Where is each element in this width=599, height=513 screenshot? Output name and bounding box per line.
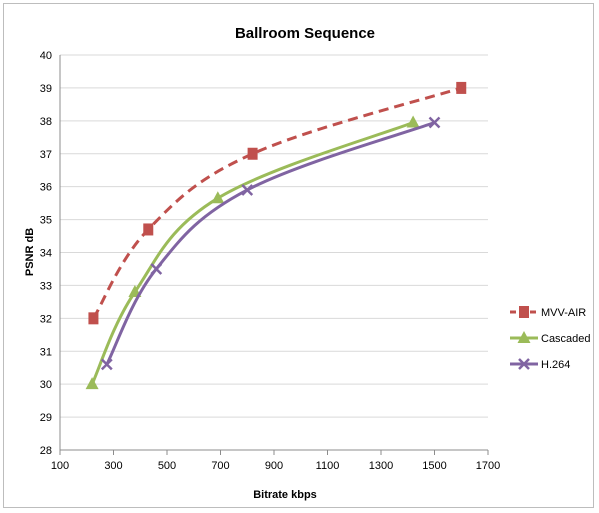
legend-item-cascaded: Cascaded (510, 331, 591, 345)
x-tick-label: 500 (158, 460, 176, 472)
data-point-h-264 (241, 184, 254, 196)
chart-frame (3, 3, 594, 508)
marker-stroke (241, 184, 254, 196)
legend-label: MVV-AIR (541, 307, 586, 319)
gridlines (60, 54, 488, 418)
y-tick-label: 40 (40, 50, 52, 62)
series-group (85, 81, 467, 390)
x-tick-label: 1500 (422, 460, 446, 472)
x-tick-label: 1300 (369, 460, 393, 472)
tick-labels: 28 29 30 31 32 33 34 35 36 37 38 39 40 100 300 500 700 90… (40, 50, 500, 472)
legend-marker (518, 358, 530, 370)
x-tick-label: 1700 (476, 460, 500, 472)
data-point-cascaded (406, 115, 420, 128)
x-tick-label: 700 (211, 460, 229, 472)
y-tick-label: 35 (40, 215, 52, 227)
data-point-h-264 (100, 358, 113, 371)
legend-marker (517, 331, 531, 343)
y-tick-label: 33 (40, 280, 52, 292)
data-point-mvv-air (88, 312, 99, 325)
y-tick-label: 29 (40, 412, 52, 424)
x-tick-label: 100 (51, 460, 69, 472)
chart-title: Ballroom Sequence (235, 25, 375, 42)
y-tick-label: 38 (40, 116, 52, 128)
y-tick-label: 32 (40, 313, 52, 325)
data-point-mvv-air (247, 147, 258, 160)
data-point-cascaded (85, 377, 99, 390)
y-axis-title: PSNR dB (24, 228, 36, 276)
series-line-mvv-air (92, 86, 462, 320)
legend-item-h-264: H.264 (510, 358, 570, 371)
y-tick-label: 31 (40, 346, 52, 358)
marker-stroke (428, 116, 441, 129)
data-point-mvv-air (456, 81, 467, 94)
data-point-cascaded (211, 191, 225, 204)
series-line-h-264 (105, 121, 436, 366)
legend-label: H.264 (541, 359, 570, 371)
x-tick-label: 900 (265, 460, 283, 472)
series-mvv-air (88, 81, 467, 325)
legend-marker (519, 306, 529, 318)
y-tick-label: 39 (40, 83, 52, 95)
marker-stroke (518, 358, 530, 370)
x-axis-title: Bitrate kbps (253, 489, 317, 501)
y-tick-label: 30 (40, 379, 52, 391)
y-tick-label: 37 (40, 149, 52, 161)
axes (59, 55, 489, 455)
series-line-cascaded (90, 121, 414, 385)
legend-item-mvv-air: MVV-AIR (510, 306, 586, 319)
x-tick-label: 300 (104, 460, 122, 472)
data-point-h-264 (150, 263, 163, 275)
x-tick-label: 1100 (316, 460, 340, 472)
series-h-264 (100, 116, 441, 371)
y-tick-label: 36 (40, 182, 52, 194)
legend-label: Cascaded (541, 333, 591, 345)
marker-stroke (150, 263, 163, 275)
y-tick-label: 28 (40, 445, 52, 457)
data-point-mvv-air (143, 223, 154, 236)
marker-stroke (100, 358, 113, 371)
data-point-h-264 (428, 116, 441, 129)
y-tick-label: 34 (40, 248, 52, 260)
legend: MVV-AIR Cascaded H.264 (510, 306, 591, 371)
